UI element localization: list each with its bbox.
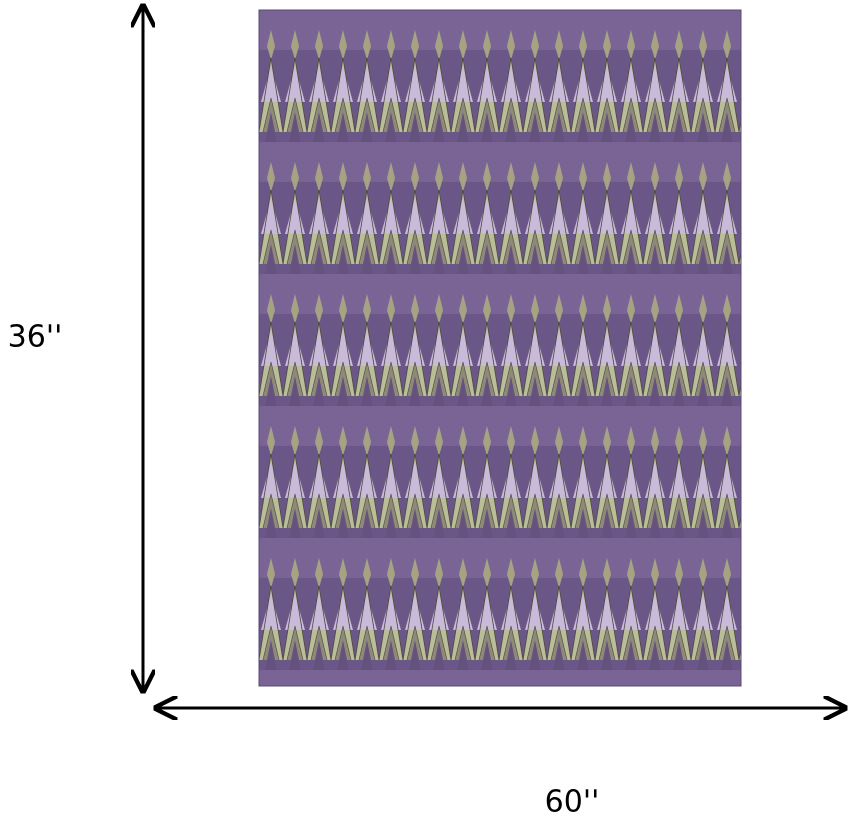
- rug-border: [258, 9, 742, 687]
- width-label: 60'': [545, 785, 600, 819]
- height-label: 36'': [8, 320, 63, 355]
- rug: [258, 9, 742, 687]
- rug-image: [259, 10, 741, 686]
